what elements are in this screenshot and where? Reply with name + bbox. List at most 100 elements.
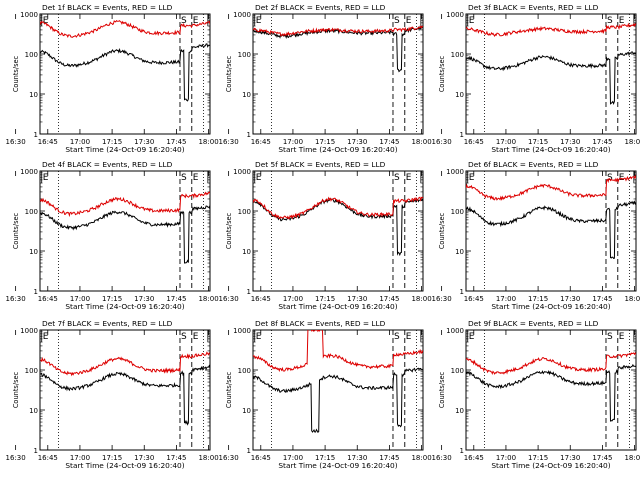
e-marker-label: E	[256, 173, 262, 183]
x-tick-label: 17:45	[379, 138, 399, 146]
y-tick-label: 10	[455, 91, 464, 99]
e-marker-label: E	[43, 173, 49, 183]
chart-title: Det 3f BLACK = Events, RED = LLD	[468, 3, 599, 12]
x-tick-label: 17:15	[528, 138, 548, 146]
x-tick-label: 17:45	[166, 138, 186, 146]
e-marker-label: E	[193, 332, 199, 342]
e-marker-label: E	[193, 16, 199, 26]
e-marker-label: E	[469, 332, 475, 342]
x-tick-label: 17:30	[560, 295, 580, 303]
e-marker-label: E	[43, 332, 49, 342]
y-tick-label: 1000	[20, 327, 38, 335]
series-line-events	[253, 197, 423, 257]
y-tick-label: 10	[455, 248, 464, 256]
s-marker-label: S	[394, 332, 400, 342]
x-tick-label: 17:30	[134, 295, 154, 303]
x-axis-label: Start Time (24-Oct-09 16:20:40)	[278, 302, 397, 311]
chart-title: Det 6f BLACK = Events, RED = LLD	[468, 160, 599, 169]
x-tick-label: 16:45	[38, 295, 58, 303]
y-tick-label: 100	[25, 51, 38, 59]
y-tick-label: 1	[460, 447, 464, 455]
x-tick-label: 16:30	[6, 295, 26, 303]
chart-title: Det 7f BLACK = Events, RED = LLD	[42, 319, 173, 328]
series-line-events	[253, 367, 423, 433]
e-marker-label: E	[469, 16, 475, 26]
y-tick-label: 100	[25, 367, 38, 375]
x-tick-label: 16:30	[6, 138, 26, 146]
x-axis-label: Start Time (24-Oct-09 16:20:40)	[65, 461, 184, 470]
x-axis-label: Start Time (24-Oct-09 16:20:40)	[491, 461, 610, 470]
chart-panel-9: Det 9f BLACK = Events, RED = LLD 1 10 100 10…	[432, 319, 640, 470]
x-tick-label: 16:45	[464, 454, 484, 462]
y-tick-label: 10	[242, 248, 251, 256]
plot-frame	[252, 13, 424, 135]
series-line-lld	[253, 330, 423, 373]
chart-title: Det 2f BLACK = Events, RED = LLD	[255, 3, 386, 12]
x-axis-label: Start Time (24-Oct-09 16:20:40)	[278, 145, 397, 154]
x-tick-label: 16:45	[464, 295, 484, 303]
x-tick-label: 16:45	[251, 295, 271, 303]
series-line-lld	[253, 25, 423, 37]
x-axis-label: Start Time (24-Oct-09 16:20:40)	[491, 145, 610, 154]
plot-frame	[39, 329, 211, 451]
x-tick-label: 16:30	[432, 454, 452, 462]
chart-panel-2: Det 2f BLACK = Events, RED = LLD 1 10 100 10…	[219, 3, 432, 154]
x-tick-label: 18:00	[411, 138, 431, 146]
y-axis-label: Counts/sec	[438, 212, 446, 249]
x-tick-label: 16:45	[464, 138, 484, 146]
x-tick-label: 18:00	[624, 138, 640, 146]
y-tick-label: 100	[238, 367, 251, 375]
e-marker-label: E	[406, 16, 412, 26]
x-tick-label: 18:00	[198, 454, 218, 462]
chart-title: Det 5f BLACK = Events, RED = LLD	[255, 160, 386, 169]
y-tick-label: 100	[238, 208, 251, 216]
y-axis-label: Counts/sec	[225, 371, 233, 408]
y-tick-label: 1000	[20, 11, 38, 19]
series-line-events	[40, 43, 210, 102]
x-tick-label: 16:45	[38, 138, 58, 146]
x-tick-label: 18:00	[198, 138, 218, 146]
e-marker-label: E	[256, 16, 262, 26]
x-tick-label: 17:00	[496, 454, 516, 462]
x-axis-label: Start Time (24-Oct-09 16:20:40)	[278, 461, 397, 470]
x-tick-label: 17:00	[70, 295, 90, 303]
y-tick-label: 1	[247, 288, 251, 296]
x-tick-label: 17:30	[560, 138, 580, 146]
plot-frame	[465, 329, 637, 451]
y-tick-label: 1000	[233, 327, 251, 335]
e-marker-label: E	[406, 173, 412, 183]
y-tick-label: 1	[460, 131, 464, 139]
s-marker-label: S	[181, 332, 187, 342]
x-tick-label: 16:30	[6, 454, 26, 462]
chart-panel-1: Det 1f BLACK = Events, RED = LLD 1 10 100 10…	[6, 3, 219, 154]
x-tick-label: 16:30	[219, 454, 239, 462]
x-tick-label: 16:45	[251, 454, 271, 462]
plot-frame	[252, 170, 424, 292]
x-tick-label: 17:45	[592, 454, 612, 462]
x-tick-label: 18:00	[624, 295, 640, 303]
chart-panel-7: Det 7f BLACK = Events, RED = LLD 1 10 100 10…	[6, 319, 219, 470]
y-tick-label: 1000	[20, 168, 38, 176]
series-line-lld	[466, 174, 636, 201]
x-tick-label: 16:30	[219, 295, 239, 303]
e-marker-label: E	[469, 173, 475, 183]
x-tick-label: 16:30	[432, 138, 452, 146]
x-tick-label: 17:00	[283, 138, 303, 146]
x-tick-label: 18:00	[411, 454, 431, 462]
x-tick-label: 17:30	[560, 454, 580, 462]
x-tick-label: 16:30	[219, 138, 239, 146]
chart-panel-8: Det 8f BLACK = Events, RED = LLD 1 10 100 10…	[219, 319, 432, 470]
e-marker-label: E	[619, 173, 625, 183]
chart-title: Det 4f BLACK = Events, RED = LLD	[42, 160, 173, 169]
y-tick-label: 10	[29, 407, 38, 415]
x-tick-label: 17:15	[315, 138, 335, 146]
series-line-lld	[40, 351, 210, 377]
x-tick-label: 17:15	[102, 295, 122, 303]
y-tick-label: 1	[34, 447, 38, 455]
e-marker-label: E	[619, 16, 625, 26]
x-tick-label: 18:00	[198, 295, 218, 303]
x-tick-label: 17:00	[70, 138, 90, 146]
chart-panel-4: Det 4f BLACK = Events, RED = LLD 1 10 100 10…	[6, 160, 219, 311]
x-tick-label: 17:45	[592, 295, 612, 303]
